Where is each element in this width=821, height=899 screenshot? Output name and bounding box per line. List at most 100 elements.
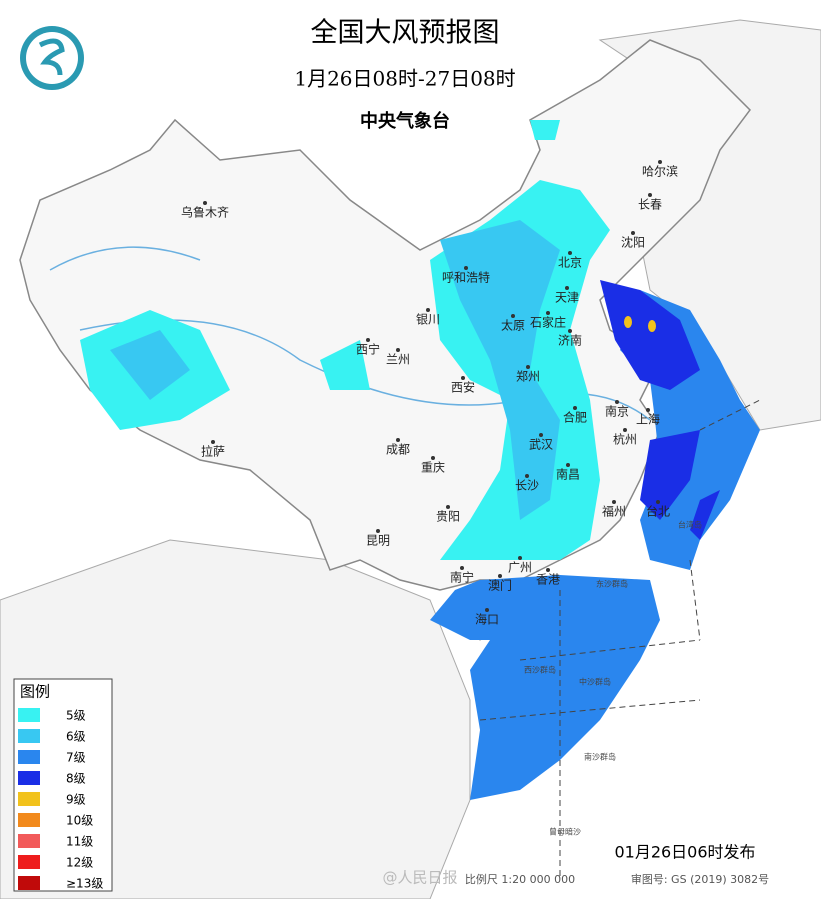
city-label: 香港 [536,573,560,587]
city-dot [573,406,577,410]
issued-time: 01月26日06时发布 [614,843,755,862]
city-label: 济南 [558,333,582,348]
legend-title: 图例 [20,683,50,701]
island-label: 曾母暗沙 [549,827,581,837]
city-label: 南宁 [450,570,474,585]
city-label: 沈阳 [621,235,645,250]
logo [38,38,65,76]
legend-label: 5级 [66,709,86,723]
city-label: 乌鲁木齐 [181,205,229,220]
wind-area-6 [110,220,560,520]
city-dot [539,433,543,437]
legend-label: 10级 [66,814,93,828]
legend-label: 7级 [66,751,86,765]
city-label: 重庆 [421,461,445,475]
city-dot [656,500,660,504]
city-dot [623,428,627,432]
city-dot [648,193,652,197]
island-label: 台湾岛 [678,520,702,530]
legend-label: 9级 [66,793,86,807]
city-dot [565,286,569,290]
city-label: 石家庄 [530,315,566,330]
city-label: 长沙 [515,479,539,493]
city-label: 太原 [501,318,525,333]
city-dot [615,400,619,404]
scale: 比例尺 1:20 000 000 [465,872,575,886]
city-dot [518,556,522,560]
city-label: 海口 [475,612,499,627]
city-dot [366,338,370,342]
city-dot [658,160,662,164]
legend-swatch [18,834,40,848]
review-number: 审图号: GS (2019) 3082号 [631,872,769,886]
city-label: 南京 [605,404,629,419]
city-dot [546,568,550,572]
island-label: 中沙群岛 [579,677,611,687]
city-label: 哈尔滨 [642,164,678,179]
city-dot [546,311,550,315]
legend-swatch [18,792,40,806]
city-dot [396,438,400,442]
city-dot [631,231,635,235]
legend-label: 12级 [66,856,93,870]
city-label: 银川 [416,313,440,327]
sea-boundary [479,399,761,880]
legend-swatch [18,855,40,869]
city-dot [446,505,450,509]
city-dot [426,308,430,312]
city-dot [568,251,572,255]
legend-swatch [18,708,40,722]
city-label: 广州 [508,561,532,575]
city-label: 北京 [558,256,582,270]
city-label: 兰州 [386,353,410,367]
city-label: 合肥 [563,410,587,425]
title: 全国大风预报图 [311,18,500,49]
city-dot [498,574,502,578]
city-dot [511,314,515,318]
legend-label: 6级 [66,730,86,744]
city-dot [612,500,616,504]
city-dot [431,456,435,460]
city-label: 上海 [636,412,660,427]
city-dot [526,365,530,369]
city-label: 拉萨 [201,444,225,459]
island-label: 南沙群岛 [584,752,616,762]
city-dot [461,376,465,380]
city-dot [203,201,207,205]
city-dot [464,266,468,270]
island-label: 东沙群岛 [596,579,628,589]
city-label: 昆明 [366,534,390,548]
legend-swatch [18,729,40,743]
city-dot [525,474,529,478]
period: 1月26日08时-27日08时 [294,67,515,91]
city-label: 西宁 [356,342,380,357]
city-dot [646,408,650,412]
legend-items: 5级 6级 7级 8级 9级 10级 11级 12级 ≥13级 [18,708,103,891]
city-label: 西安 [451,380,475,395]
legend-label: 11级 [66,835,93,849]
wind-area-8 [600,280,720,540]
wind-area-9 [624,316,632,328]
wind-area-5 [80,120,610,560]
city-label: 台北 [646,504,670,519]
city-dot [485,608,489,612]
city-label: 武汉 [529,438,553,452]
city-label: 杭州 [613,432,637,447]
city-dot [211,440,215,444]
city-dot [460,566,464,570]
island-label: 西沙群岛 [524,665,556,675]
city-label: 郑州 [516,369,540,384]
city-label: 贵阳 [436,510,460,524]
legend-label: ≥13级 [66,877,103,891]
wind-area-9 [648,320,656,332]
wind-area-7 [430,290,760,800]
legend-swatch [18,750,40,764]
legend-label: 8级 [66,772,86,786]
legend-swatch [18,813,40,827]
legend-swatch [18,771,40,785]
city-dot [568,329,572,333]
legend-swatch [18,876,40,890]
watermark: @人民日报 [382,869,457,887]
